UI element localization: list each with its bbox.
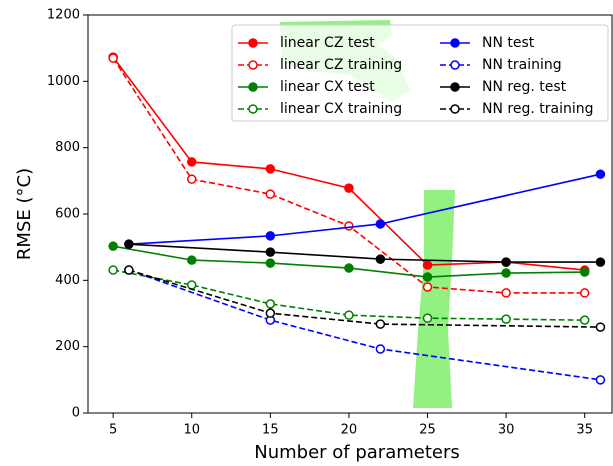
x-tick-label: 5 [109,423,117,438]
legend-label: NN reg. test [482,79,567,95]
point [344,221,354,231]
y-tick-label: 1000 [47,74,80,89]
point [579,315,590,325]
y-tick-label: 600 [55,207,80,222]
line [128,269,601,381]
point [595,257,606,267]
point [186,157,197,167]
legend: linear CZ test linear CZ training linear C… [231,24,609,122]
x-tick-label: 15 [262,423,279,438]
legend-label: linear CX test [280,79,375,95]
point [265,164,276,174]
point [108,265,118,275]
line [128,173,601,245]
x-tick-label: 10 [183,423,200,438]
legend-label: linear CZ test [280,35,375,51]
point [375,219,386,229]
point [579,267,590,277]
point [265,258,276,268]
point [375,254,386,264]
legend-marker [248,38,258,48]
point [595,322,606,332]
highlight [413,190,455,408]
x-tick-label: 25 [419,423,436,438]
point [344,310,354,320]
legend-marker [450,60,460,70]
line [128,243,601,263]
point [595,169,606,179]
legend-marker [248,104,258,114]
point [422,272,433,282]
y-axis-title: RMSE (°C) [14,168,35,260]
point [265,247,276,257]
point [108,241,118,251]
point [579,288,590,298]
point [265,231,276,241]
line [128,269,601,328]
legend-box [231,24,609,122]
point [186,255,197,265]
x-tick-label: 20 [341,423,358,438]
point [124,265,134,275]
y-tick-label: 400 [55,273,80,288]
legend-marker [450,82,460,92]
point [344,263,354,273]
point [265,189,276,199]
legend-marker [450,104,460,114]
point [501,257,511,267]
y-tick-label: 1200 [47,8,80,23]
x-axis-title: Number of parameters [254,442,460,463]
x-tick-label: 35 [576,423,593,438]
point [501,314,511,324]
point [344,183,354,193]
legend-marker [450,38,460,48]
legend-label: linear CX training [280,101,402,117]
legend-label: NN training [482,57,562,73]
point [422,260,433,270]
legend-marker [248,60,258,70]
point [186,174,197,184]
legend-marker [248,82,258,92]
point [422,282,433,292]
point [375,344,386,354]
legend-label: NN reg. training [482,101,593,117]
point [375,319,386,329]
y-tick-label: 800 [55,140,80,155]
point [501,288,511,298]
y-tick-label: 0 [72,406,80,421]
point [501,268,511,278]
point [124,239,134,249]
point [265,308,276,318]
legend-label: linear CZ training [280,57,402,73]
point [108,53,118,63]
legend-label: NN test [482,35,535,51]
point [186,280,197,290]
y-tick-label: 200 [55,339,80,354]
point [595,375,606,385]
point [422,313,433,323]
point [265,299,276,309]
axes [87,14,613,414]
x-tick-label: 30 [498,423,515,438]
